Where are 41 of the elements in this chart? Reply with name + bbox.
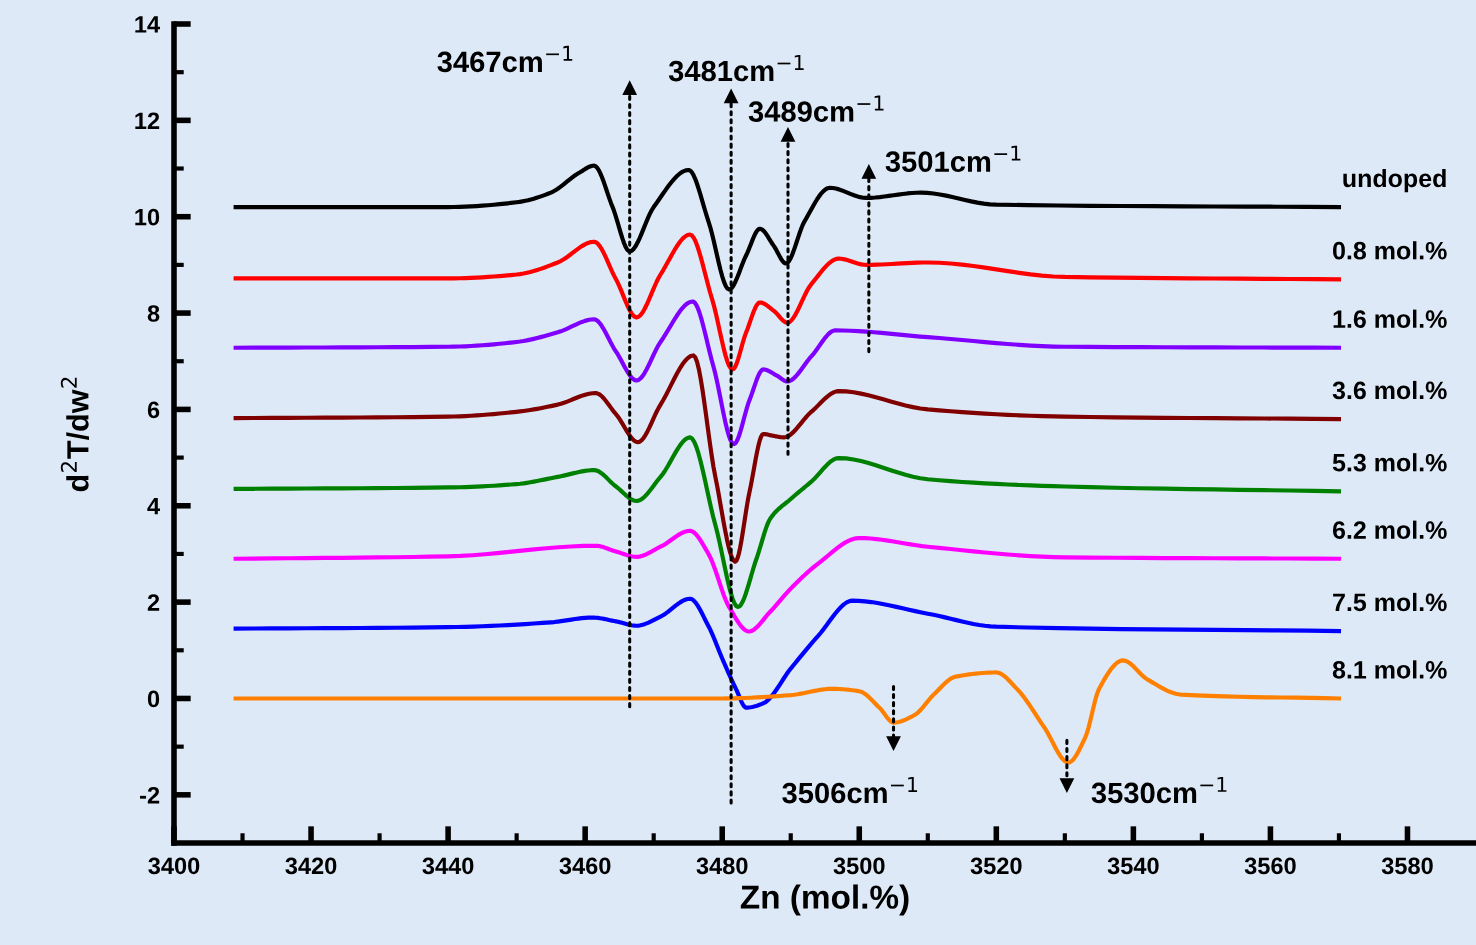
x-tick-label: 3400 [148,857,200,875]
y-tick-label: 0 [147,690,160,708]
series-label: 7.5 mol.% [1333,592,1447,612]
point [622,81,637,96]
series-label: 0.8 mol.% [1333,241,1447,260]
point [724,89,739,104]
x-tick-label: 3480 [696,857,748,875]
x-tick-label: 3500 [833,857,885,875]
y-tick-label: 12 [135,112,160,129]
series-label: 3.6 mol.% [1332,380,1447,400]
y-tick-label: 6 [147,401,160,419]
series-label: 5.3 mol.% [1332,453,1447,472]
x-tick-label: 3440 [422,857,474,875]
y-tick-label: 2 [147,594,160,611]
x-tick-label: 3420 [285,857,337,875]
annotation: 3530cm$^{−1}$ [1091,776,1227,804]
y-axis-title: d$^{2}$T/dw$^{2}$ [60,377,89,492]
series-label: 1.6 mol.% [1333,309,1447,328]
annotation: 3501cm$^{−1}$ [885,145,1021,173]
y-tick-label: 8 [147,305,160,322]
series-label: undoped [1343,168,1446,193]
y-tick-label: 14 [135,16,160,33]
point [1059,778,1074,793]
series-label: 8.1 mol.% [1332,660,1447,679]
y-tick-label: 4 [147,498,160,515]
x-tick-label: 3580 [1381,857,1433,875]
x-tick-label: 3520 [970,857,1022,875]
annotation: 3506cm$^{−1}$ [782,777,918,804]
x-tick-label: 3460 [559,857,611,875]
y-tick-label: -2 [140,786,160,804]
point [886,736,901,751]
x-axis-title: Zn (mol.%) [740,884,909,916]
annotation: 3467cm$^{−1}$ [437,45,573,73]
point [781,127,795,142]
y-tick-label: 10 [135,208,160,226]
series-label: 6.2 mol.% [1332,520,1447,539]
point [861,164,876,179]
x-tick-label: 3540 [1107,857,1159,875]
annotation: 3481cm$^{−1}$ [668,55,804,82]
x-tick-label: 3560 [1244,857,1296,875]
annotation: 3489cm$^{−1}$ [748,95,884,122]
